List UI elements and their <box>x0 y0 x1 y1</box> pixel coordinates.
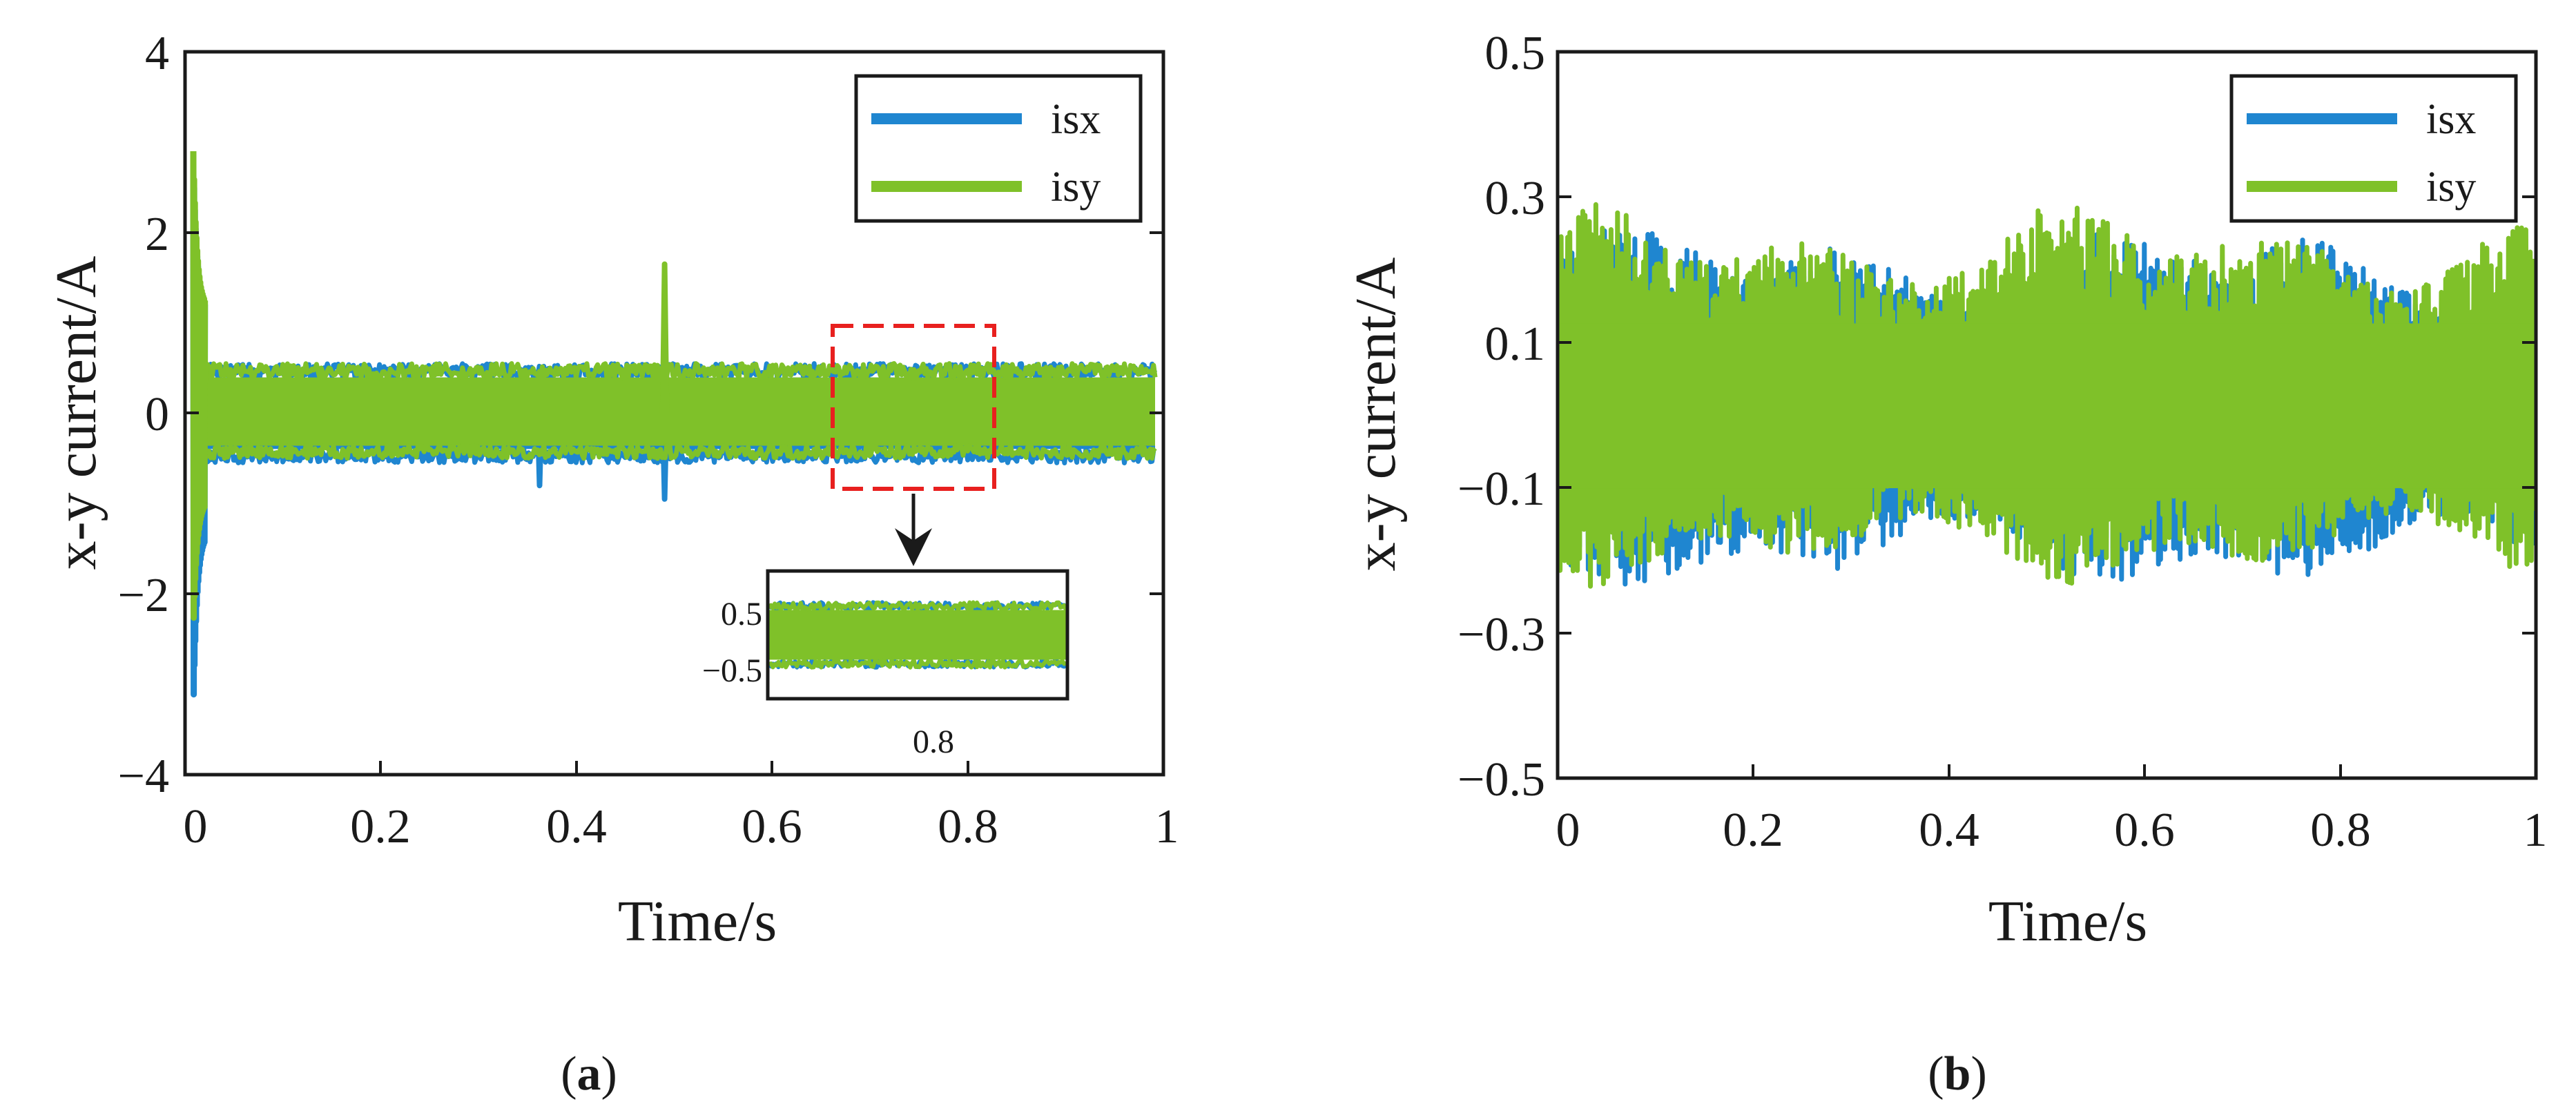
series-transient-isx <box>190 160 209 698</box>
panel-b-ytick-label: −0.1 <box>1458 463 1545 516</box>
inset-ytick-label: −0.5 <box>702 652 762 689</box>
panel-b-xlabel: Time/s <box>1988 889 2147 953</box>
inset-edge-top-isy <box>767 600 1068 612</box>
legend-label-isy: isy <box>1051 164 1101 211</box>
panel-b-ylabel: x-y current/A <box>1344 257 1408 571</box>
series-edge-top-isy <box>202 361 1158 381</box>
zoom-arrow <box>895 494 932 566</box>
caption-open-paren: ( <box>561 1047 577 1101</box>
caption-close-paren: ) <box>1970 1047 1986 1101</box>
panel-a-ytick-label: 2 <box>145 208 169 261</box>
panel-b-legend: isx isy <box>2229 74 2518 223</box>
panel-a-ytick-label: −2 <box>118 569 169 622</box>
panel-b-series-group <box>1556 202 2537 589</box>
inset-series-group <box>767 600 1068 670</box>
panel-b-ytick-label: 0.1 <box>1485 318 1546 371</box>
legend-label-isy: isy <box>2426 164 2476 211</box>
series-spike-isy <box>659 261 670 414</box>
inset-edge-bottom-isy <box>768 657 1067 670</box>
panel-a-legend: isx isy <box>854 74 1143 223</box>
panel-a-xtick-label: 0.4 <box>546 800 607 853</box>
panel-a-ylabel: x-y current/A <box>44 255 108 570</box>
panel-a-xticks <box>379 761 969 775</box>
panel-a-xtick-label: 1 <box>1155 800 1179 853</box>
panel-a-xlabel: Time/s <box>618 889 777 953</box>
legend-label-isx: isx <box>1051 96 1101 143</box>
legend-label-isx: isx <box>2426 96 2476 143</box>
panel-a-ytick-label: 4 <box>145 27 169 80</box>
zoom-inset: 0.5 −0.5 0.8 <box>702 569 1069 760</box>
series-band-isy <box>202 377 1156 446</box>
panel-a-xtick-label: 0.8 <box>938 800 998 853</box>
panel-a-ytick-label: −4 <box>118 750 169 803</box>
panel-a-yticks <box>185 50 1163 595</box>
panel-b-ytick-label: −0.5 <box>1458 753 1545 806</box>
panel-b-xtick-label: 0.8 <box>2310 804 2371 857</box>
panel-b-caption: (b) <box>1928 1047 1987 1101</box>
panel-b-xtick-label: 0.2 <box>1723 804 1783 857</box>
panel-a: 0.5 −0.5 0.8 4 2 0 −2 −4 0 0.2 <box>44 27 1179 1101</box>
series-transient-isy <box>190 151 209 621</box>
panel-b-ytick-label: 0.5 <box>1485 27 1546 80</box>
panel-b-xtick-label: 0.6 <box>2114 804 2175 857</box>
panel-b-xtick-label: 0 <box>1556 804 1580 857</box>
inset-ytick-label: 0.5 <box>721 596 762 632</box>
panel-b-axes-frame <box>1556 50 2538 780</box>
caption-letter: a <box>577 1047 601 1101</box>
panel-b-ytick-label: −0.3 <box>1458 608 1545 661</box>
panel-b-xtick-label: 0.4 <box>1919 804 1979 857</box>
caption-close-paren: ) <box>601 1047 617 1101</box>
panel-a-series-group <box>190 151 1158 698</box>
panel-a-xtick-label: 0 <box>184 800 208 853</box>
panel-b-xticks <box>1752 764 2342 778</box>
inset-frame-border <box>766 569 1069 701</box>
inset-band-isy <box>769 610 1066 660</box>
legend-box <box>2229 74 2518 223</box>
caption-open-paren: ( <box>1928 1047 1944 1101</box>
panel-b-xtick-label: 1 <box>2524 804 2548 857</box>
panel-a-xtick-label: 0.6 <box>742 800 802 853</box>
legend-box <box>854 74 1143 223</box>
inset-xtick-label: 0.8 <box>913 724 954 760</box>
panel-a-xtick-label: 0.2 <box>350 800 411 853</box>
panel-b: 0.5 0.3 0.1 −0.1 −0.3 −0.5 0 0.2 0.4 0.6… <box>1344 27 2548 1101</box>
panel-b-ytick-label: 0.3 <box>1485 172 1546 225</box>
series-edge-bottom-isy <box>201 442 1157 461</box>
zoom-region-box <box>831 324 996 491</box>
panel-a-caption: (a) <box>561 1047 617 1101</box>
caption-letter: b <box>1944 1047 1971 1101</box>
series-core-isy <box>1559 323 2535 489</box>
panel-a-ytick-label: 0 <box>145 388 169 441</box>
panel-b-yticks <box>1558 195 2536 635</box>
